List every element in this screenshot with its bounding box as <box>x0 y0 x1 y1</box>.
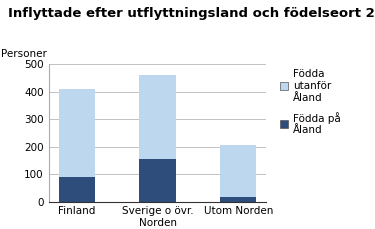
Bar <box>58 177 95 202</box>
Bar <box>220 145 257 197</box>
Text: Personer: Personer <box>1 49 47 59</box>
Bar <box>58 89 95 177</box>
Bar <box>140 75 176 159</box>
Legend: Födda
utanför
Åland, Födda på
Åland: Födda utanför Åland, Födda på Åland <box>280 69 340 135</box>
Text: Inflyttade efter utflyttningsland och födelseort 2018: Inflyttade efter utflyttningsland och fö… <box>8 7 375 20</box>
Bar <box>140 159 176 202</box>
Bar <box>220 197 257 202</box>
